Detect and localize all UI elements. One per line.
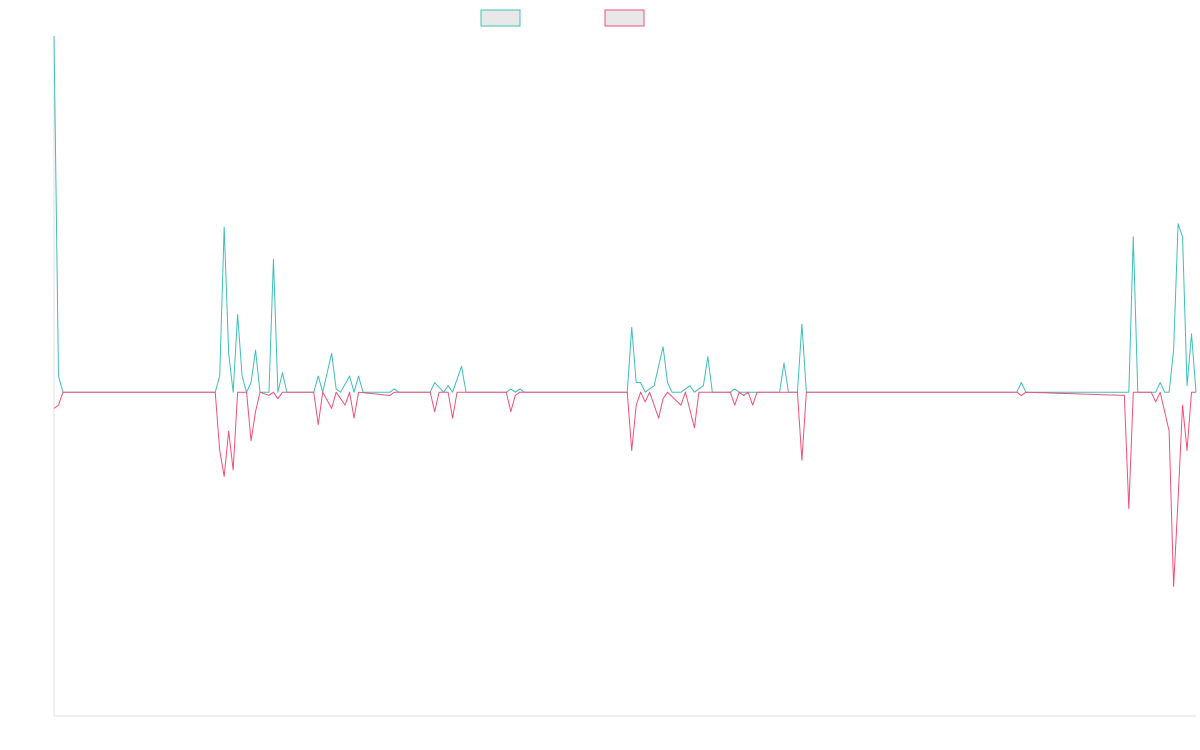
axes — [53, 36, 1196, 717]
legend — [480, 9, 645, 27]
series-1-line — [53, 35, 1197, 393]
legend-swatch-series-2[interactable] — [604, 9, 645, 27]
series-2-line — [53, 391, 1196, 587]
legend-swatch-series-1[interactable] — [480, 9, 521, 27]
series-layer — [53, 35, 1197, 587]
